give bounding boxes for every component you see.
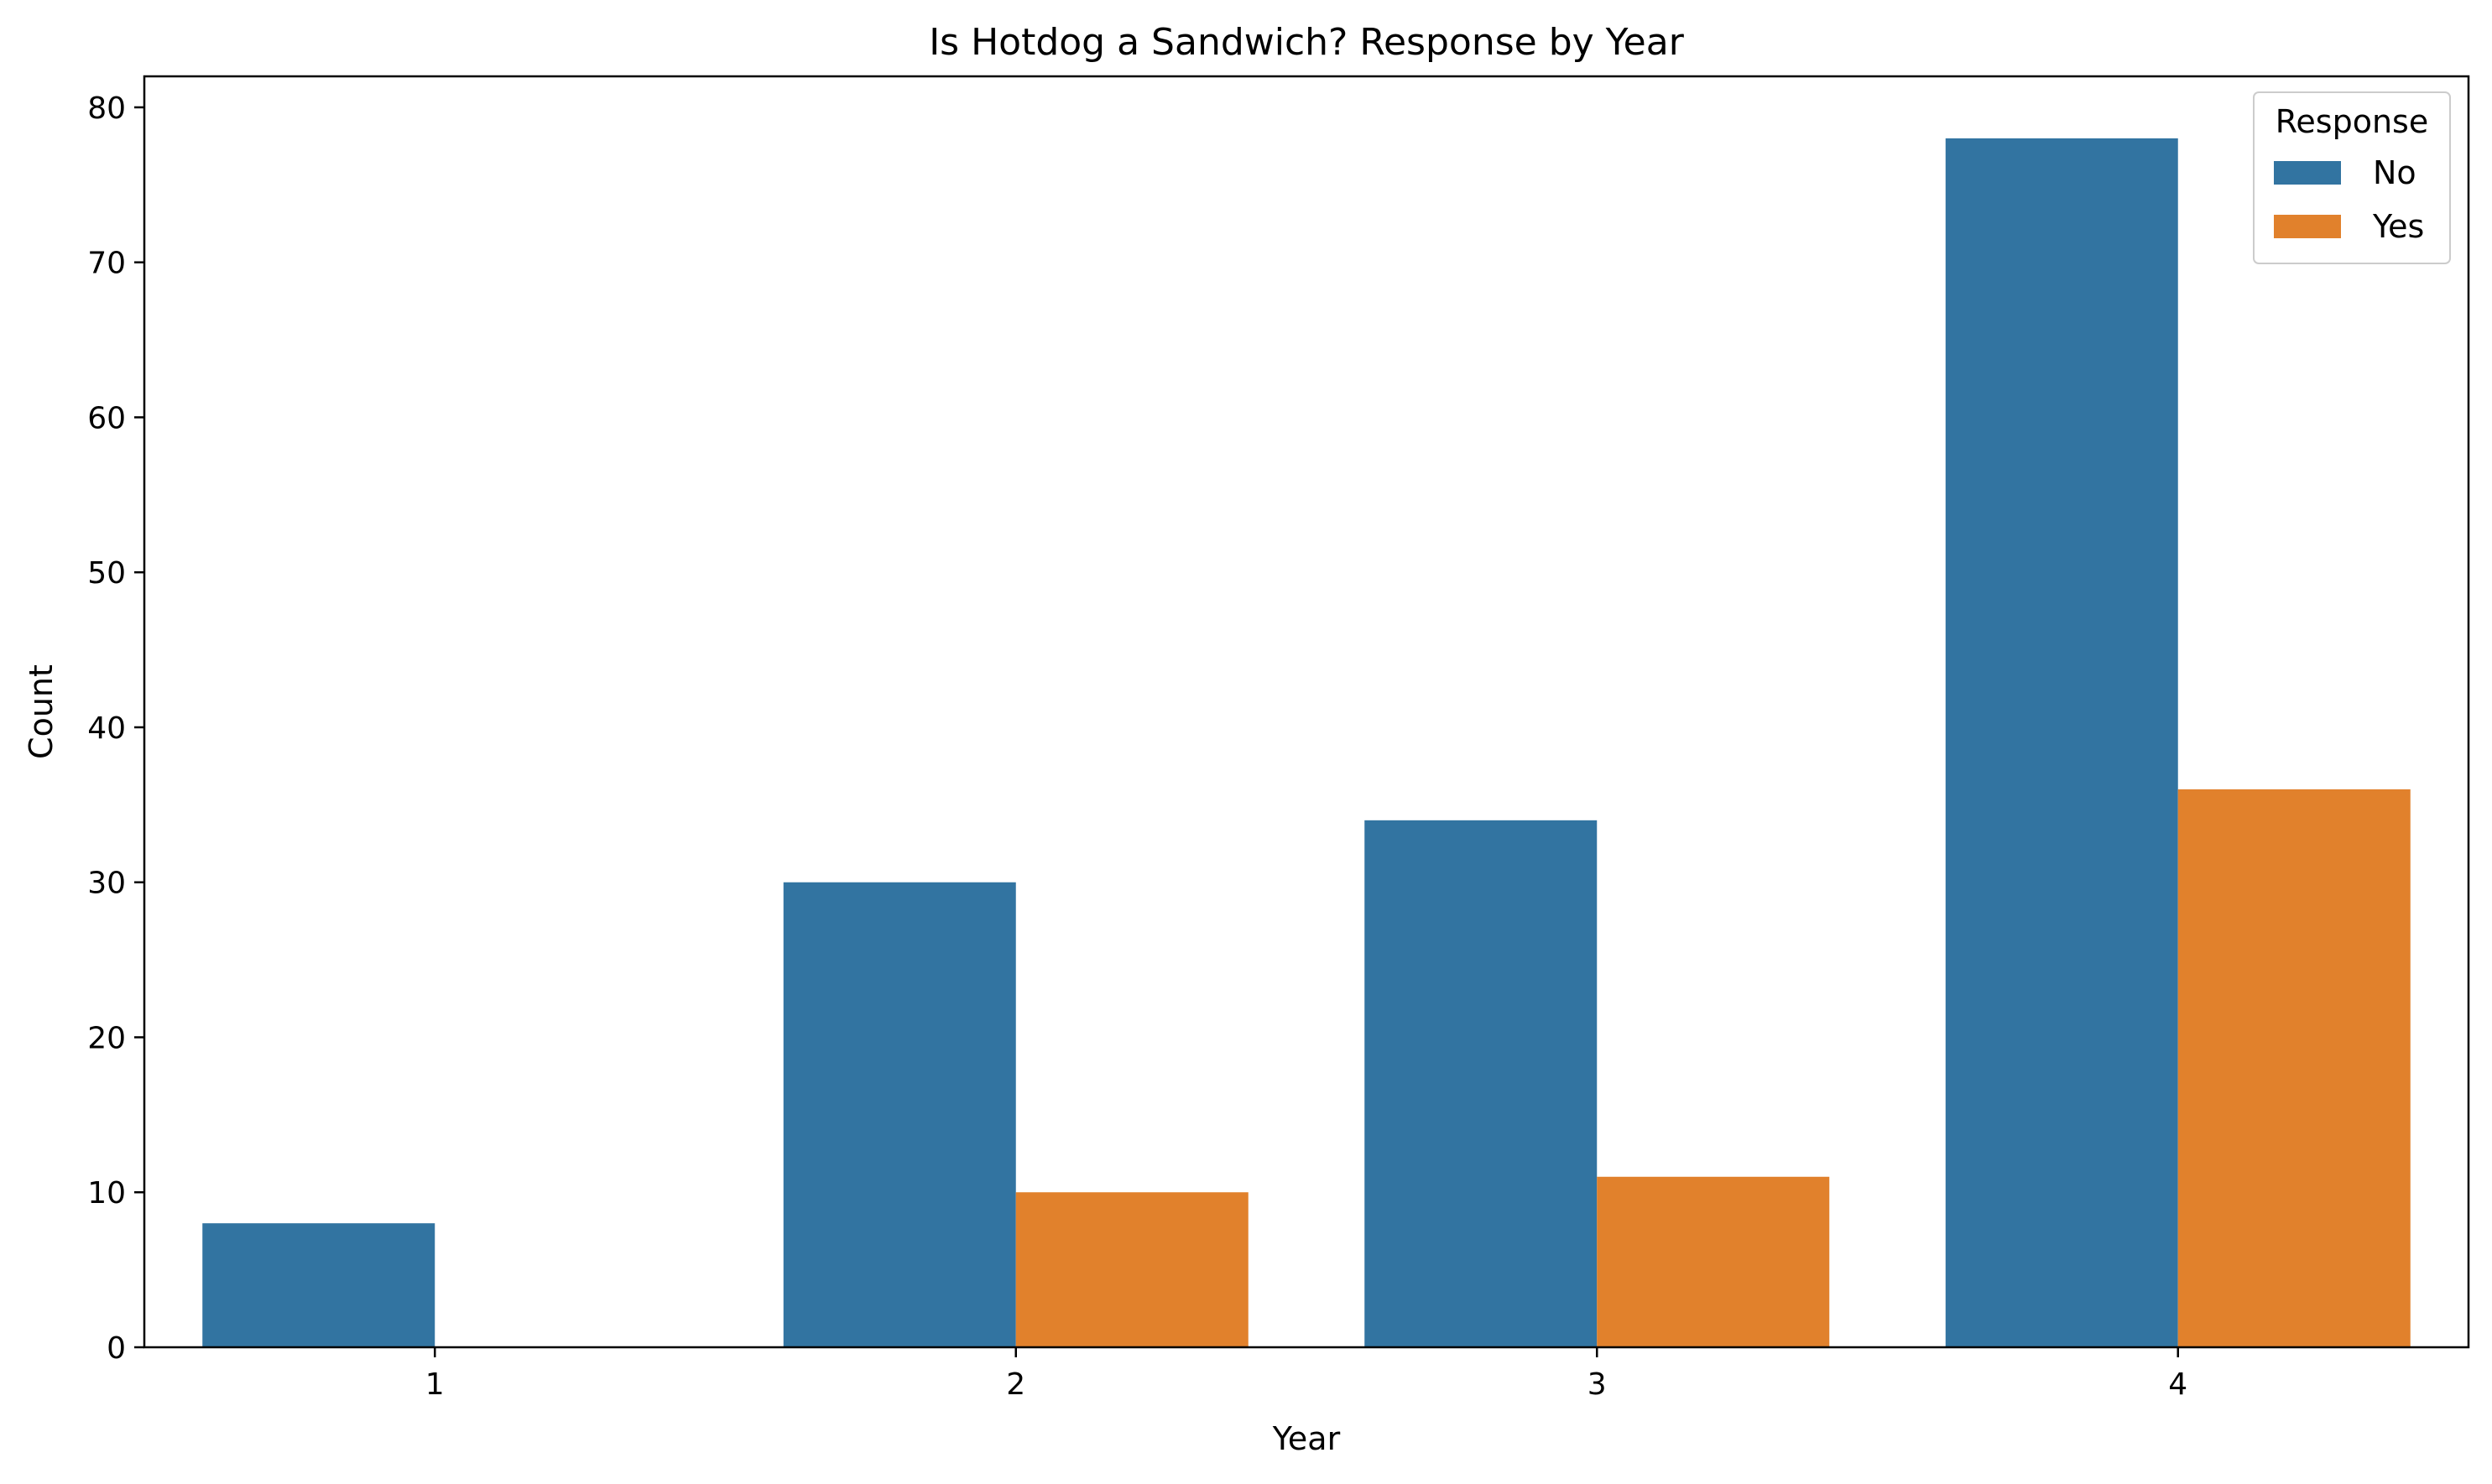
y-tick-label: 20: [87, 1021, 126, 1055]
y-tick-label: 0: [107, 1331, 126, 1366]
bar-no-year-4: [1945, 138, 2178, 1347]
bar-yes-year-4: [2177, 789, 2411, 1347]
x-axis-label: Year: [1272, 1420, 1341, 1457]
bar-no-year-1: [202, 1223, 435, 1347]
y-tick-label: 60: [87, 401, 126, 435]
y-axis-label: Count: [23, 664, 60, 759]
bars-layer: [202, 138, 2411, 1347]
x-tick-label: 4: [2168, 1367, 2187, 1402]
y-tick-label: 40: [87, 711, 126, 746]
y-tick-label: 50: [87, 556, 126, 591]
legend-swatch-no: [2274, 161, 2341, 185]
x-tick-label: 1: [425, 1367, 445, 1402]
y-tick-label: 10: [87, 1176, 126, 1211]
bar-yes-year-2: [1015, 1192, 1249, 1347]
bar-no-year-3: [1364, 820, 1598, 1347]
y-tick-label: 30: [87, 867, 126, 901]
legend-swatch-yes: [2274, 215, 2341, 238]
plot-frame: [143, 75, 2470, 1349]
bar-no-year-2: [783, 882, 1016, 1347]
y-tick-label: 70: [87, 247, 126, 281]
y-axis-ticks: 0 10 20 30 40 50 60 70 80: [87, 91, 144, 1366]
legend-entries: No Yes: [2274, 154, 2424, 245]
legend-title: Response: [2276, 103, 2429, 140]
legend-label-no: No: [2373, 154, 2416, 191]
legend-label-yes: Yes: [2372, 208, 2424, 245]
chart-title: Is Hotdog a Sandwich? Response by Year: [929, 21, 1685, 64]
axes-layer: 0 10 20 30 40 50 60 70 80 1 2 3 4: [87, 75, 2470, 1402]
x-tick-label: 3: [1587, 1367, 1607, 1402]
x-axis-ticks: 1 2 3 4: [425, 1347, 2187, 1402]
x-tick-label: 2: [1006, 1367, 1025, 1402]
bar-yes-year-3: [1597, 1176, 1830, 1347]
y-tick-label: 80: [87, 91, 126, 126]
legend: Response No Yes: [2253, 91, 2451, 264]
